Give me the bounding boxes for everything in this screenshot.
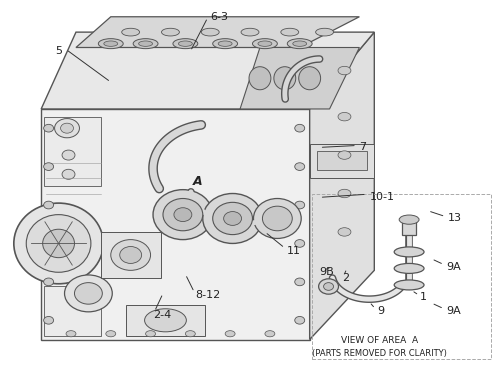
Ellipse shape [64,275,112,312]
Ellipse shape [42,229,74,258]
Ellipse shape [162,28,180,36]
Ellipse shape [133,39,158,49]
Ellipse shape [146,330,156,337]
Text: 2-4: 2-4 [153,310,172,320]
Bar [44,286,101,336]
Ellipse shape [186,330,196,337]
Ellipse shape [324,283,334,290]
Ellipse shape [104,41,118,46]
Ellipse shape [295,317,304,324]
Text: 9B: 9B [320,267,334,277]
Ellipse shape [14,203,104,284]
Ellipse shape [74,283,102,304]
Ellipse shape [399,215,419,224]
Polygon shape [310,32,374,339]
Ellipse shape [262,206,292,231]
Ellipse shape [98,39,123,49]
Text: 10-1: 10-1 [370,192,394,202]
Ellipse shape [338,189,351,198]
Ellipse shape [394,280,424,290]
Text: 9: 9 [377,306,384,316]
Text: 5: 5 [55,46,62,57]
Ellipse shape [241,28,259,36]
Text: 1: 1 [420,292,427,302]
Bar [402,220,416,235]
Ellipse shape [338,66,351,75]
Text: 7: 7 [360,142,366,152]
Ellipse shape [212,202,252,235]
Ellipse shape [295,278,304,286]
Bar [126,305,206,336]
Ellipse shape [274,67,295,90]
Text: 8-12: 8-12 [196,290,220,300]
Polygon shape [41,109,310,339]
Ellipse shape [178,41,192,46]
Ellipse shape [316,28,334,36]
Ellipse shape [394,247,424,257]
Text: A: A [193,175,202,188]
Ellipse shape [254,199,301,238]
Polygon shape [240,48,360,109]
Bar [317,151,367,170]
Text: 13: 13 [448,214,462,223]
Ellipse shape [44,278,54,286]
Ellipse shape [144,309,186,332]
Ellipse shape [202,28,219,36]
Ellipse shape [106,330,116,337]
Ellipse shape [225,330,235,337]
Ellipse shape [44,317,54,324]
Text: VIEW OF AREA  A: VIEW OF AREA A [340,336,418,345]
Polygon shape [101,232,160,278]
Text: 2: 2 [342,273,349,283]
Ellipse shape [318,279,338,294]
Ellipse shape [173,39,198,49]
Ellipse shape [298,67,320,90]
Ellipse shape [153,190,212,240]
Ellipse shape [288,39,312,49]
Ellipse shape [295,124,304,132]
Ellipse shape [281,28,298,36]
Polygon shape [41,32,374,109]
Ellipse shape [258,41,272,46]
Text: 9A: 9A [446,306,461,316]
Ellipse shape [394,264,424,274]
Bar [310,144,374,178]
Ellipse shape [338,228,351,236]
Ellipse shape [295,201,304,209]
Ellipse shape [60,123,74,133]
Ellipse shape [44,124,54,132]
Polygon shape [76,17,360,48]
Ellipse shape [44,163,54,170]
Ellipse shape [293,41,306,46]
Ellipse shape [218,41,232,46]
Ellipse shape [338,113,351,121]
Ellipse shape [120,247,142,264]
Ellipse shape [203,194,262,243]
Text: 6-3: 6-3 [210,12,228,22]
Text: 11: 11 [288,246,302,256]
Ellipse shape [62,150,75,160]
Ellipse shape [249,67,271,90]
Ellipse shape [44,240,54,247]
Ellipse shape [212,39,238,49]
Ellipse shape [62,169,75,179]
Ellipse shape [295,163,304,170]
Ellipse shape [252,39,278,49]
Ellipse shape [138,41,152,46]
Ellipse shape [224,212,242,225]
Text: 9A: 9A [446,262,461,272]
Ellipse shape [66,330,76,337]
Ellipse shape [111,240,150,271]
Ellipse shape [295,240,304,247]
Ellipse shape [54,118,80,138]
Ellipse shape [265,330,275,337]
Ellipse shape [44,201,54,209]
Ellipse shape [174,208,192,221]
Ellipse shape [26,215,91,272]
Ellipse shape [163,199,203,231]
Ellipse shape [338,151,351,159]
Bar [44,116,101,186]
Text: (PARTS REMOVED FOR CLARITY): (PARTS REMOVED FOR CLARITY) [312,349,446,358]
Ellipse shape [122,28,140,36]
